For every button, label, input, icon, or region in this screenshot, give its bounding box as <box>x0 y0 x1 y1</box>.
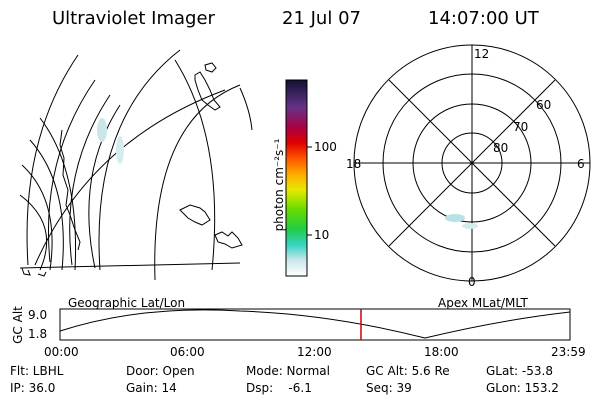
orbit-xtick-1200: 12:00 <box>297 345 332 359</box>
map-grid-edge <box>19 262 241 269</box>
coastline <box>21 267 31 276</box>
orbit-ytick-9: 9.0 <box>28 308 48 322</box>
map-grid-arc <box>29 139 64 271</box>
mlt-label-12: 12 <box>474 47 490 61</box>
gc-alt-status: GC Alt: 5.6 Re <box>366 364 450 378</box>
mlt-label-18: 18 <box>346 157 362 171</box>
coastline <box>59 129 81 251</box>
mlt-label-0: 0 <box>468 275 476 289</box>
ip-status: IP: 36.0 <box>10 381 56 395</box>
seq-status: Seq: 39 <box>366 381 412 395</box>
time-label: 14:07:00 UT <box>428 8 539 29</box>
glat-status: GLat: -53.8 <box>486 364 553 378</box>
colorbar-unit-label: photon cm⁻²s⁻¹ <box>272 138 286 232</box>
map-grid-arc <box>26 54 79 266</box>
orbit-xtick-0000: 00:00 <box>44 345 79 359</box>
coastline <box>214 231 243 249</box>
map-grid-arc <box>88 104 121 269</box>
orbit-ytick-1-8: 1.8 <box>28 327 48 341</box>
colorbar-tick-10: 10 <box>314 228 330 242</box>
orbit-axis-label: GC Alt <box>11 306 25 344</box>
coastline <box>194 71 221 111</box>
map-grid-arc <box>174 59 216 271</box>
orbit-xtick-0600: 06:00 <box>170 345 205 359</box>
coastline <box>204 62 217 73</box>
colorbar-tick-100: 100 <box>314 140 337 154</box>
glon-status: GLon: 153.2 <box>486 381 559 395</box>
map-grid-arc <box>69 94 111 266</box>
aurora-blob <box>445 214 465 222</box>
apex-map-label: Apex MLat/MLT <box>438 296 528 310</box>
date-label: 21 Jul 07 <box>282 8 361 29</box>
map-grid-arc <box>34 89 226 266</box>
filter-status: Flt: LBHL <box>10 364 64 378</box>
lat-label-70: 70 <box>513 120 529 134</box>
geographic-map-label: Geographic Lat/Lon <box>68 296 186 310</box>
orbit-altitude-curve <box>59 309 571 339</box>
aurora-blob <box>462 223 478 229</box>
polar-plot <box>353 44 591 282</box>
map-grid-arc <box>19 194 48 271</box>
map-grid-arc <box>39 117 77 271</box>
map-grid-arc <box>154 84 241 281</box>
coastline <box>37 271 47 277</box>
map-grid-arc <box>239 87 253 131</box>
color-bar <box>285 79 308 277</box>
map-grid-arc <box>21 164 53 271</box>
gain-status: Gain: 14 <box>126 381 177 395</box>
geographic-map <box>19 49 253 281</box>
door-status: Door: Open <box>126 364 195 378</box>
orbit-xtick-2359: 23:59 <box>551 345 586 359</box>
orbit-xtick-1800: 18:00 <box>424 345 459 359</box>
mode-status: Mode: Normal <box>246 364 330 378</box>
aurora-blob <box>97 118 107 142</box>
lat-label-60: 60 <box>536 98 552 112</box>
instrument-title: Ultraviolet Imager <box>52 8 215 29</box>
orbit-plot-frame <box>59 308 571 341</box>
aurora-blob <box>116 136 124 164</box>
lat-label-80: 80 <box>493 141 509 155</box>
coastline <box>179 204 211 226</box>
map-grid-arc <box>47 79 96 263</box>
mlt-label-6: 6 <box>577 157 585 171</box>
polar-diagonal <box>388 79 556 247</box>
dsp-status: Dsp: -6.1 <box>246 381 312 395</box>
map-grid-arc <box>98 49 181 271</box>
